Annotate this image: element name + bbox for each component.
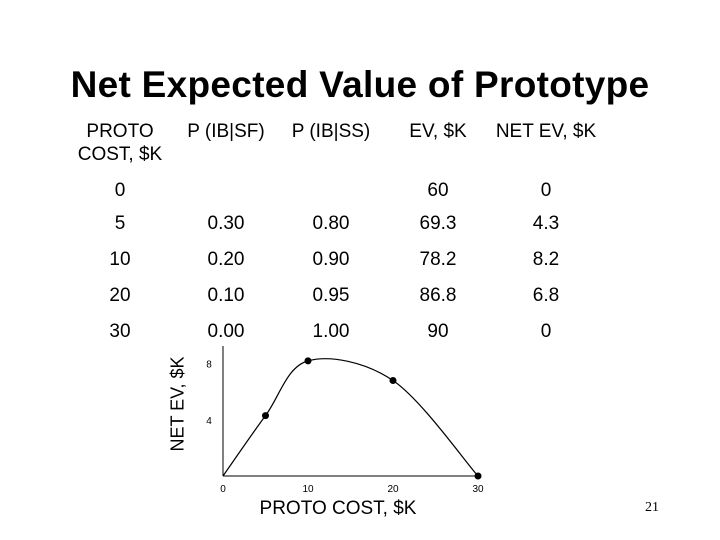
table-cell: 0.20 (207, 249, 245, 270)
net-ev-curve (222, 358, 479, 477)
header-proto-cost: PROTO COST, $K (77, 121, 163, 165)
table-cell: 78.2 (419, 249, 457, 270)
x-axis-label: PROTO COST, $K (259, 498, 417, 519)
table-cell: 0.90 (312, 249, 350, 270)
data-point (304, 357, 312, 365)
y-tick-label: 4 (206, 416, 212, 427)
x-tick-label: 30 (472, 484, 484, 495)
table-cell: 6.8 (532, 285, 560, 306)
table-row: 30 0.00 1.00 90 0 (66, 314, 600, 350)
table-cell: 5 (114, 213, 126, 234)
table-cell: 8.2 (532, 249, 560, 270)
table-row: 10 0.20 0.90 78.2 8.2 (66, 242, 600, 278)
table-cell: 90 (427, 321, 449, 342)
table-cell: 10 (109, 249, 131, 270)
x-tick-label: 0 (220, 484, 226, 495)
data-point (262, 412, 269, 420)
x-tick-label: 10 (302, 484, 314, 495)
table-cell: 69.3 (419, 213, 457, 234)
table-cell: 0.10 (207, 285, 245, 306)
x-tick-label: 20 (387, 484, 399, 495)
table-cell: 0.30 (207, 213, 245, 234)
table-cell: 0.95 (312, 285, 350, 306)
table-cell: 0 (540, 321, 552, 342)
table-header-row: PROTO COST, $K P (IB|SF) P (IB|SS) EV, $… (66, 120, 600, 176)
table-cell: 60 (427, 180, 449, 201)
table-cell: 20 (109, 285, 131, 306)
table-row: 5 0.30 0.80 69.3 4.3 (66, 206, 600, 242)
table-cell: 0 (540, 180, 552, 201)
table-row: 20 0.10 0.95 86.8 6.8 (66, 278, 600, 314)
table-cell: 0 (114, 180, 126, 201)
header-p-ib-ss: P (IB|SS) (291, 121, 371, 142)
slide-title: Net Expected Value of Prototype (70, 64, 650, 105)
y-tick-label: 8 (206, 360, 212, 371)
header-net-ev: NET EV, $K (495, 121, 597, 142)
data-table: PROTO COST, $K P (IB|SF) P (IB|SS) EV, $… (66, 120, 600, 350)
table-cell: 4.3 (532, 213, 560, 234)
data-point (389, 377, 397, 385)
table-cell: 1.00 (312, 321, 350, 342)
header-ev: EV, $K (409, 121, 467, 142)
data-point (474, 472, 482, 480)
table-row: 0 60 0 (66, 176, 600, 206)
table-cell: 30 (109, 321, 131, 342)
page-number: 21 (645, 500, 659, 515)
table-cell: 0.00 (207, 321, 245, 342)
table-cell: 86.8 (419, 285, 457, 306)
header-p-ib-sf: P (IB|SF) (187, 121, 265, 142)
table-cell: 0.80 (312, 213, 350, 234)
